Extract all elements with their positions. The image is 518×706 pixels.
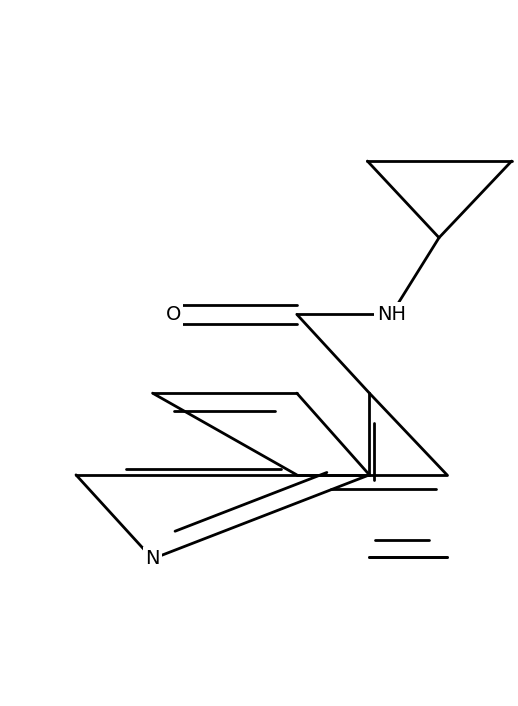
Text: O: O [166,305,181,324]
Text: N: N [146,549,160,568]
Text: NH: NH [377,305,406,324]
